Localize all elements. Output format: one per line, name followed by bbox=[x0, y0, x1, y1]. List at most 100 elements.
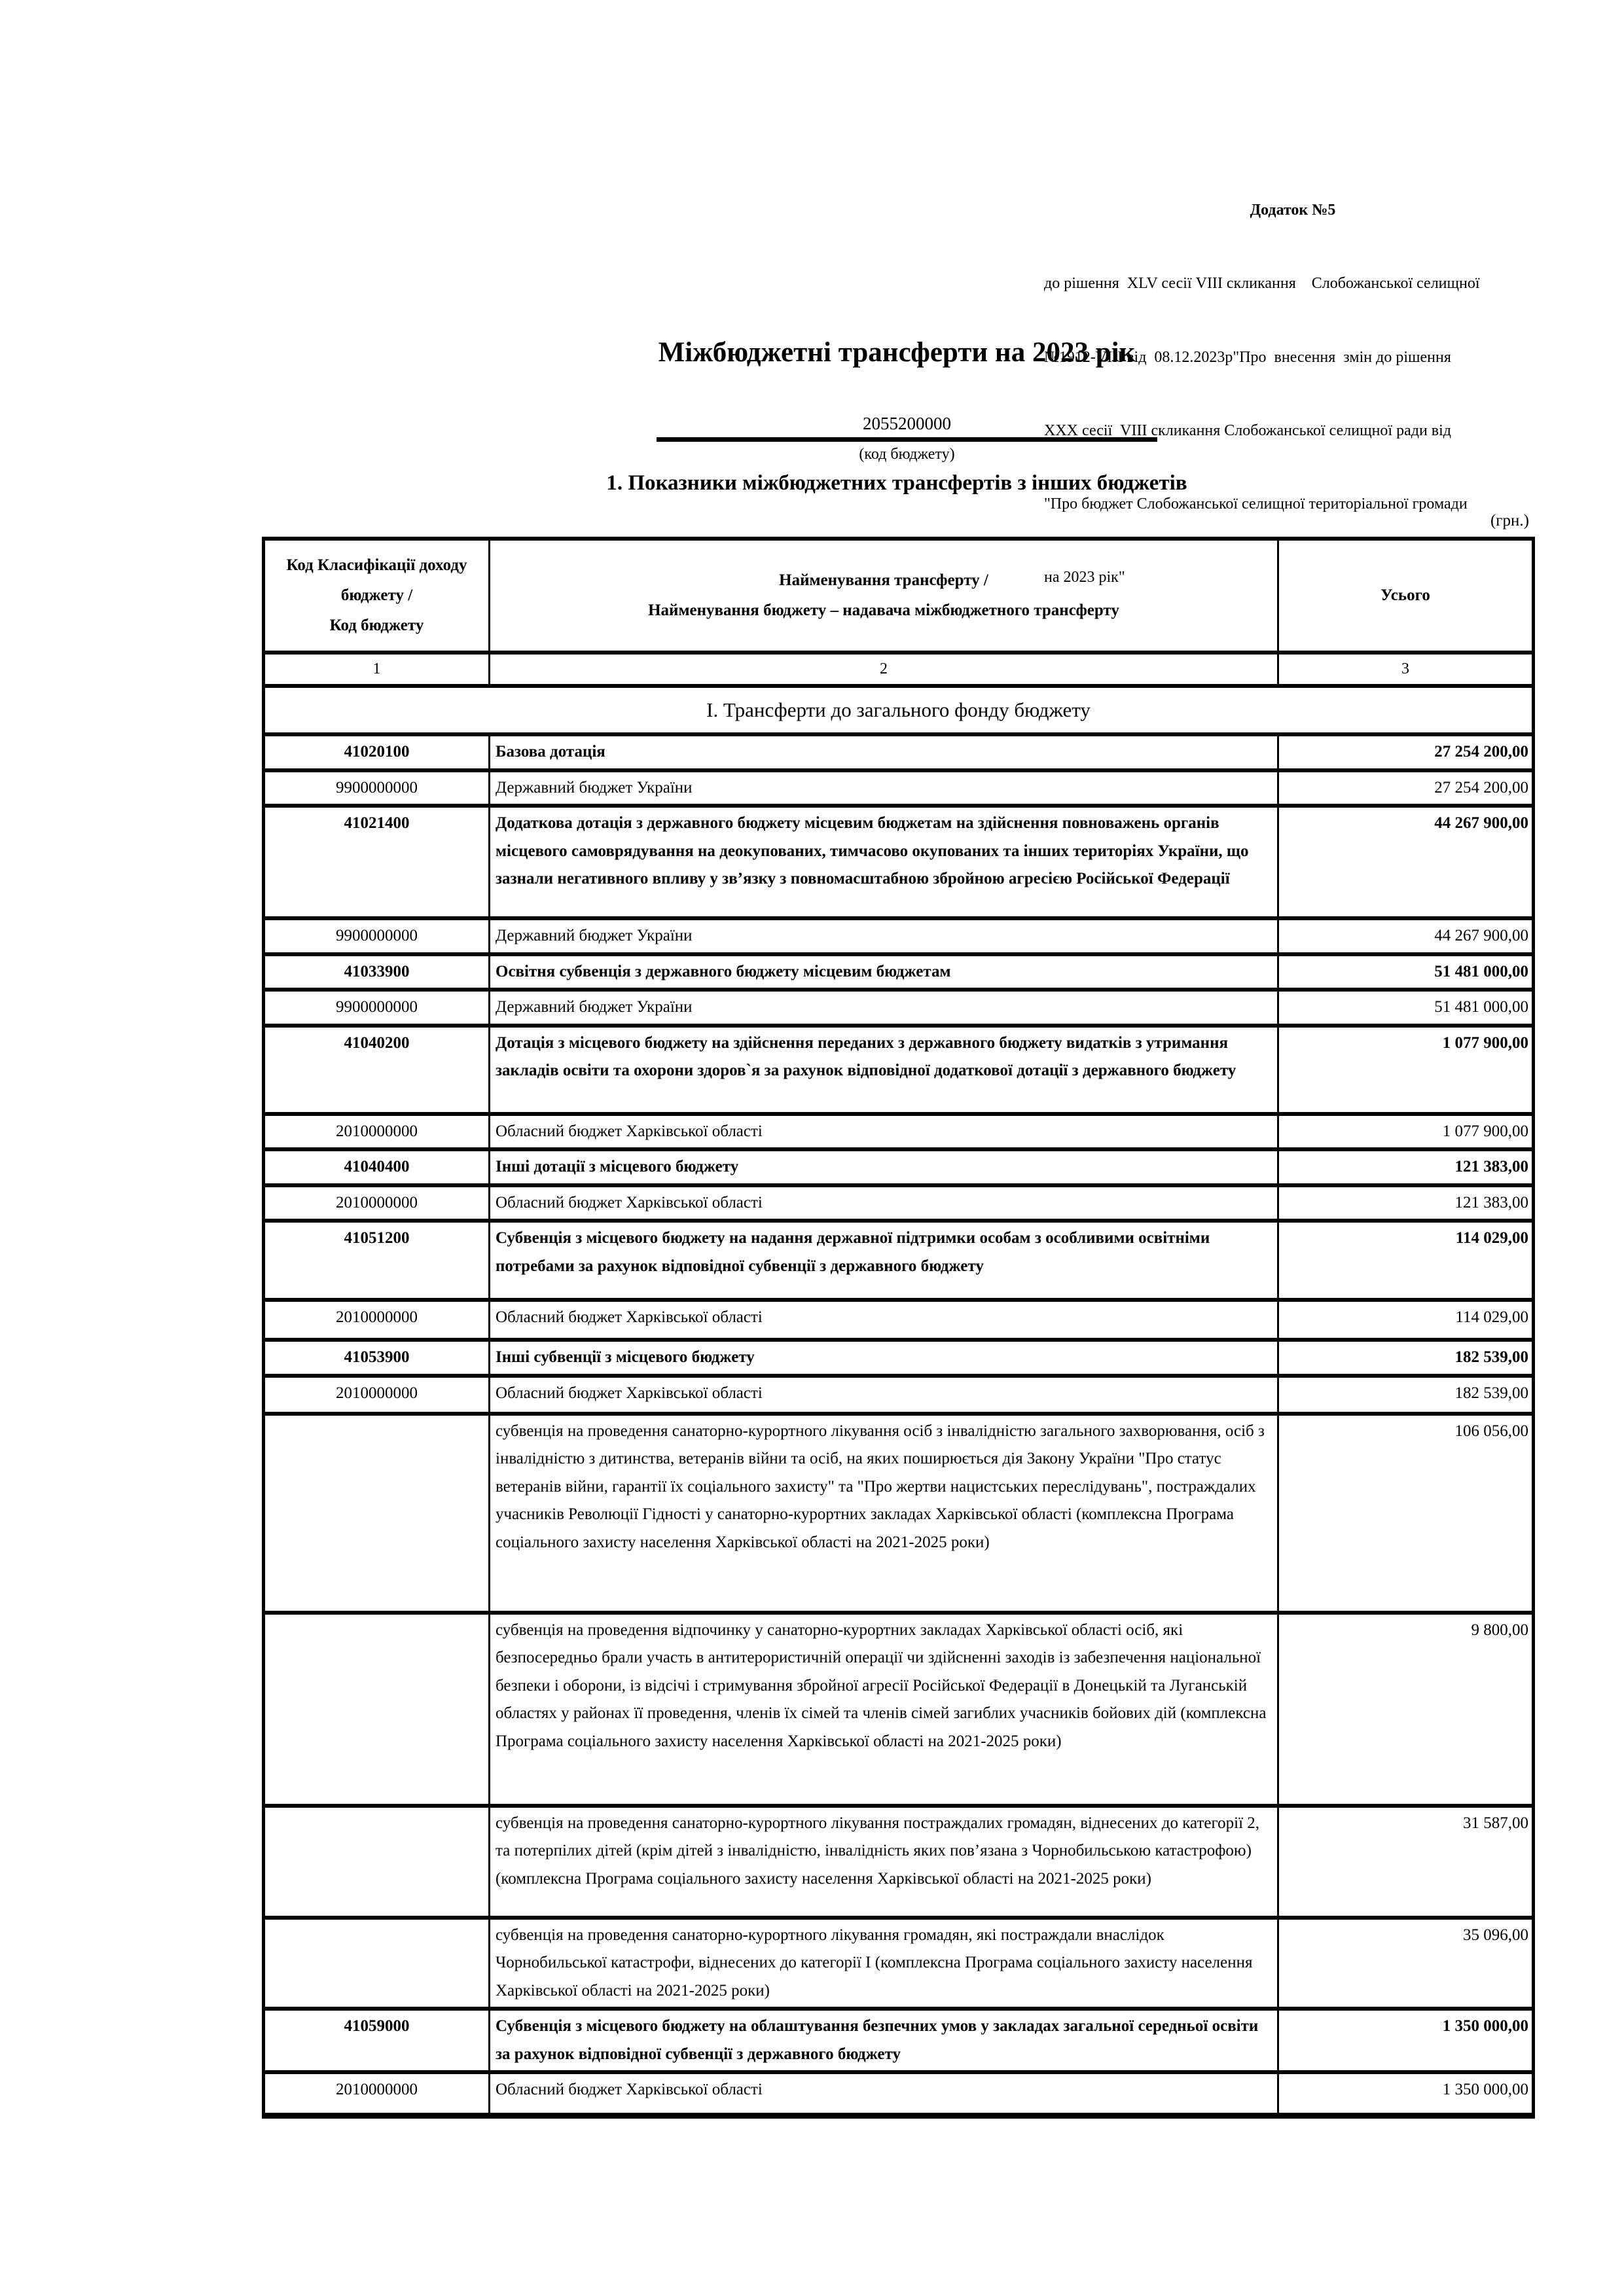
row-code: 9900000000 bbox=[262, 988, 490, 1028]
table-row: 41053900 Інші субвенції з місцевого бюдже… bbox=[262, 1338, 1534, 1378]
row-code: 41021400 bbox=[262, 804, 490, 920]
row-name: Обласний бюджет Харківської області bbox=[488, 1298, 1279, 1342]
budget-code-value: 2055200000 bbox=[657, 414, 1157, 442]
row-total: 1 077 900,00 bbox=[1277, 1111, 1534, 1151]
appendix-line: "Про бюджет Слобожанської селищної терит… bbox=[1044, 495, 1468, 513]
row-total: 1 350 000,00 bbox=[1277, 2007, 1534, 2074]
row-total: 31 587,00 bbox=[1277, 1803, 1534, 1920]
row-name: Державний бюджет України bbox=[488, 916, 1279, 956]
budget-code-caption: (код бюджету) bbox=[859, 446, 955, 463]
section-heading: 1. Показники міжбюджетних трансфертів з … bbox=[606, 471, 1187, 495]
table-body: І. Трансферти до загального фонду бюджет… bbox=[262, 684, 1534, 2119]
table-row: 41040200 Дотація з місцевого бюджету на з… bbox=[262, 1023, 1534, 1116]
row-code: 9900000000 bbox=[262, 916, 490, 956]
table-row: 9900000000 Державний бюджет України 44 267… bbox=[262, 916, 1534, 956]
table-row: 2010000000 Обласний бюджет Харківської об… bbox=[262, 1111, 1534, 1151]
row-name: Освітня субвенція з державного бюджету м… bbox=[488, 952, 1279, 992]
table-row: 2010000000 Обласний бюджет Харківської об… bbox=[262, 1183, 1534, 1223]
table-row: 2010000000 Обласний бюджет Харківської об… bbox=[262, 1298, 1534, 1342]
column-header-name: Найменування трансферту / Найменування б… bbox=[488, 537, 1279, 655]
row-total: 121 383,00 bbox=[1277, 1183, 1534, 1223]
row-name: субвенція на проведення відпочинку у сан… bbox=[488, 1610, 1279, 1808]
row-total: 51 481 000,00 bbox=[1277, 952, 1534, 992]
row-name: субвенція на проведення санаторно-курорт… bbox=[488, 1803, 1279, 1920]
row-total: 106 056,00 bbox=[1277, 1411, 1534, 1615]
row-code: 41053900 bbox=[262, 1338, 490, 1378]
table-row: субвенція на проведення санаторно-курорт… bbox=[262, 1915, 1534, 2011]
row-name: Базова дотація bbox=[488, 732, 1279, 772]
row-name: Інші субвенції з місцевого бюджету bbox=[488, 1338, 1279, 1378]
table-row: 9900000000 Державний бюджет України 27 254… bbox=[262, 768, 1534, 808]
appendix-line: до рішення XLV сесії VIII скликання Слоб… bbox=[1044, 275, 1480, 293]
table-row: 41059000 Субвенція з місцевого бюджету на… bbox=[262, 2007, 1534, 2074]
row-code: 2010000000 bbox=[262, 1111, 490, 1151]
column-number-row: 1 2 3 bbox=[262, 651, 1534, 688]
row-code: 9900000000 bbox=[262, 768, 490, 808]
column-number-1: 1 bbox=[262, 651, 490, 688]
row-code: 2010000000 bbox=[262, 1373, 490, 1416]
table-row: 41021400 Додаткова дотація з державного б… bbox=[262, 804, 1534, 920]
table-row: субвенція на проведення відпочинку у сан… bbox=[262, 1610, 1534, 1808]
row-name: Обласний бюджет Харківської області bbox=[488, 1373, 1279, 1416]
row-total: 51 481 000,00 bbox=[1277, 988, 1534, 1028]
table-row: 2010000000 Обласний бюджет Харківської об… bbox=[262, 2070, 1534, 2119]
currency-unit-note: (грн.) bbox=[1490, 512, 1529, 529]
table-row: 41020100 Базова дотація 27 254 200,00 bbox=[262, 732, 1534, 772]
appendix-line: ХХХ сесії VIII скликання Слобожанської с… bbox=[1044, 422, 1452, 439]
appendix-line: №1912-VIII від 08.12.2023р"Про внесення … bbox=[1044, 348, 1451, 366]
fund-section-title: І. Трансферти до загального фонду бюджет… bbox=[262, 684, 1534, 736]
row-name: Обласний бюджет Харківської області bbox=[488, 2070, 1279, 2119]
row-code bbox=[262, 1610, 490, 1808]
column-number-2: 2 bbox=[488, 651, 1279, 688]
table-row: субвенція на проведення санаторно-курорт… bbox=[262, 1411, 1534, 1615]
row-total: 114 029,00 bbox=[1277, 1219, 1534, 1302]
row-total: 182 539,00 bbox=[1277, 1338, 1534, 1378]
row-name: Субвенція з місцевого бюджету на надання… bbox=[488, 1219, 1279, 1302]
section-row: І. Трансферти до загального фонду бюджет… bbox=[262, 684, 1534, 736]
row-code: 41051200 bbox=[262, 1219, 490, 1302]
row-code: 41040200 bbox=[262, 1023, 490, 1116]
column-number-3: 3 bbox=[1277, 651, 1534, 688]
table-row: 41033900 Освітня субвенція з державного б… bbox=[262, 952, 1534, 992]
row-total: 9 800,00 bbox=[1277, 1610, 1534, 1808]
row-code: 41040400 bbox=[262, 1147, 490, 1187]
row-code: 2010000000 bbox=[262, 1183, 490, 1223]
row-total: 182 539,00 bbox=[1277, 1373, 1534, 1416]
row-name: Додаткова дотація з державного бюджету м… bbox=[488, 804, 1279, 920]
row-name: Дотація з місцевого бюджету на здійсненн… bbox=[488, 1023, 1279, 1116]
row-total: 44 267 900,00 bbox=[1277, 916, 1534, 956]
row-name: Державний бюджет України bbox=[488, 988, 1279, 1028]
table-row: субвенція на проведення санаторно-курорт… bbox=[262, 1803, 1534, 1920]
row-code bbox=[262, 1803, 490, 1920]
row-code: 41020100 bbox=[262, 732, 490, 772]
table-row: 41051200 Субвенція з місцевого бюджету на… bbox=[262, 1219, 1534, 1302]
row-code: 2010000000 bbox=[262, 1298, 490, 1342]
column-header-code: Код Класифікації доходу бюджету / Код бю… bbox=[262, 537, 490, 655]
appendix-note: Додаток №5 до рішення XLV сесії VIII скл… bbox=[1044, 149, 1542, 639]
row-code: 41059000 bbox=[262, 2007, 490, 2074]
budget-code-block: 2055200000 (код бюджету) bbox=[657, 414, 1157, 463]
table-row: 2010000000 Обласний бюджет Харківської об… bbox=[262, 1373, 1534, 1416]
row-total: 44 267 900,00 bbox=[1277, 804, 1534, 920]
row-name: Обласний бюджет Харківської області bbox=[488, 1111, 1279, 1151]
row-code bbox=[262, 1411, 490, 1615]
appendix-number: Додаток №5 bbox=[1250, 201, 1336, 219]
row-name: Державний бюджет України bbox=[488, 768, 1279, 808]
row-total: 1 077 900,00 bbox=[1277, 1023, 1534, 1116]
row-code: 2010000000 bbox=[262, 2070, 490, 2119]
row-total: 121 383,00 bbox=[1277, 1147, 1534, 1187]
row-total: 114 029,00 bbox=[1277, 1298, 1534, 1342]
row-code bbox=[262, 1915, 490, 2011]
transfers-table: Код Класифікації доходу бюджету / Код бю… bbox=[262, 537, 1535, 2119]
table-header-row: Код Класифікації доходу бюджету / Код бю… bbox=[262, 537, 1534, 655]
row-name: Обласний бюджет Харківської області bbox=[488, 1183, 1279, 1223]
column-header-total: Усього bbox=[1277, 537, 1534, 655]
table-row: 9900000000 Державний бюджет України 51 481… bbox=[262, 988, 1534, 1028]
row-total: 27 254 200,00 bbox=[1277, 732, 1534, 772]
row-total: 1 350 000,00 bbox=[1277, 2070, 1534, 2119]
row-total: 35 096,00 bbox=[1277, 1915, 1534, 2011]
table-row: 41040400 Інші дотації з місцевого бюджету… bbox=[262, 1147, 1534, 1187]
row-total: 27 254 200,00 bbox=[1277, 768, 1534, 808]
row-code: 41033900 bbox=[262, 952, 490, 992]
